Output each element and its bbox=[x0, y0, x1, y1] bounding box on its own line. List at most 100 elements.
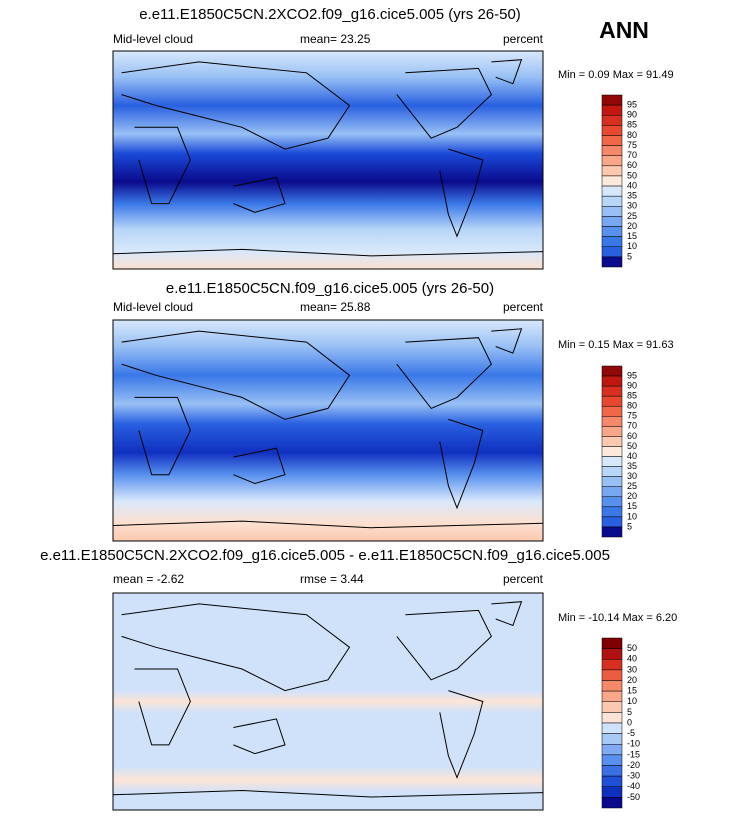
colorbar-box bbox=[601, 216, 623, 227]
colorbar-box bbox=[601, 712, 623, 724]
colorbar-label: 10 bbox=[627, 511, 637, 521]
colorbar-box bbox=[601, 765, 623, 777]
colorbar-box bbox=[601, 206, 623, 217]
colorbar-box bbox=[601, 744, 623, 756]
coastline bbox=[112, 789, 544, 798]
panel-left-label: mean = -2.62 bbox=[113, 572, 184, 586]
colorbar-label: 30 bbox=[627, 664, 637, 674]
colorbar-label: 85 bbox=[627, 120, 637, 130]
season-label: ANN bbox=[599, 17, 649, 43]
colorbar-label: 75 bbox=[627, 140, 637, 150]
coastline bbox=[396, 67, 493, 139]
colorbar-box bbox=[601, 648, 623, 660]
panel-left-label: Mid-level cloud bbox=[113, 300, 193, 314]
colorbar-box bbox=[601, 226, 623, 237]
coastline bbox=[121, 603, 351, 692]
colorbar-box bbox=[601, 701, 623, 713]
colorbar-box bbox=[601, 94, 623, 106]
coastline bbox=[134, 396, 191, 476]
colorbar-box bbox=[601, 246, 623, 258]
coastline bbox=[233, 718, 286, 755]
colorbar-label: 15 bbox=[627, 231, 637, 241]
coastline bbox=[491, 328, 523, 354]
colorbar-box bbox=[601, 496, 623, 508]
panel-left-label: Mid-level cloud bbox=[113, 32, 193, 46]
coastline bbox=[134, 668, 191, 746]
colorbar-label: 50 bbox=[627, 441, 637, 451]
colorbar-box bbox=[601, 185, 623, 197]
panel-units: percent bbox=[503, 32, 544, 46]
colorbar-box bbox=[601, 506, 623, 518]
colorbar-box bbox=[601, 395, 623, 407]
coastline bbox=[134, 126, 191, 205]
colorbar-box bbox=[601, 135, 623, 146]
colorbar-box bbox=[601, 385, 623, 397]
panel-center-label: mean= 23.25 bbox=[300, 32, 371, 46]
colorbar-label: 70 bbox=[627, 421, 637, 431]
colorbar-box bbox=[601, 526, 623, 538]
colorbar-label: -15 bbox=[627, 749, 640, 759]
colorbar-label: 80 bbox=[627, 401, 637, 411]
colorbar-label: 95 bbox=[627, 370, 637, 380]
min-max-label: Min = -10.14 Max = 6.20 bbox=[558, 612, 677, 624]
colorbar-box bbox=[601, 466, 623, 477]
panel-center-label: mean= 25.88 bbox=[300, 300, 371, 314]
colorbar-label: 35 bbox=[627, 461, 637, 471]
min-max-label: Min = 0.15 Max = 91.63 bbox=[558, 339, 674, 351]
colorbar-box bbox=[601, 476, 623, 487]
colorbar-label: 20 bbox=[627, 491, 637, 501]
coastline bbox=[439, 418, 484, 510]
colorbar-label: -40 bbox=[627, 781, 640, 791]
colorbar-label: 5 bbox=[627, 251, 632, 261]
panel-center-label: rmse = 3.44 bbox=[300, 572, 364, 586]
colorbar-box bbox=[601, 446, 623, 457]
coastline bbox=[491, 59, 523, 85]
colorbar-label: 80 bbox=[627, 130, 637, 140]
colorbar-label: 10 bbox=[627, 241, 637, 251]
colorbar-box bbox=[601, 516, 623, 528]
colorbar-label: -30 bbox=[627, 771, 640, 781]
colorbar-box bbox=[601, 155, 623, 167]
colorbar-box bbox=[601, 365, 623, 377]
colorbar-box bbox=[601, 722, 623, 734]
panel-title: e.e11.E1850C5CN.f09_g16.cice5.005 (yrs 2… bbox=[166, 280, 494, 297]
colorbar-box bbox=[601, 456, 623, 467]
colorbar-label: -50 bbox=[627, 792, 640, 802]
colorbar-label: -5 bbox=[627, 728, 635, 738]
colorbar-box bbox=[601, 797, 623, 809]
colorbar-box bbox=[601, 256, 623, 268]
colorbar-box bbox=[601, 486, 623, 498]
colorbar-label: 40 bbox=[627, 654, 637, 664]
coastline bbox=[439, 148, 484, 238]
colorbar-label: 5 bbox=[627, 521, 632, 531]
colorbar-label: 15 bbox=[627, 686, 637, 696]
colorbar-box bbox=[601, 436, 623, 447]
panel-units: percent bbox=[503, 300, 544, 314]
colorbar-box bbox=[601, 114, 623, 126]
coastline bbox=[112, 248, 544, 257]
colorbar-label: -10 bbox=[627, 739, 640, 749]
colorbar-label: 15 bbox=[627, 501, 637, 511]
colorbar-label: 50 bbox=[627, 170, 637, 180]
colorbar-label: 20 bbox=[627, 221, 637, 231]
min-max-label: Min = 0.09 Max = 91.49 bbox=[558, 69, 674, 81]
colorbar-label: 85 bbox=[627, 391, 637, 401]
colorbar-label: 25 bbox=[627, 481, 637, 491]
map bbox=[112, 50, 544, 270]
colorbar-label: 90 bbox=[627, 380, 637, 390]
colorbar-box bbox=[601, 195, 623, 207]
colorbar-label: 25 bbox=[627, 211, 637, 221]
colorbar-box bbox=[601, 165, 623, 177]
colorbar-box bbox=[601, 680, 623, 692]
coastline bbox=[233, 176, 286, 213]
colorbar-box bbox=[601, 426, 623, 437]
colorbar-box bbox=[601, 416, 623, 427]
colorbar-label: 70 bbox=[627, 150, 637, 160]
colorbar-box bbox=[601, 145, 623, 156]
colorbar-label: 50 bbox=[627, 643, 637, 653]
colorbar-box bbox=[601, 659, 623, 671]
colorbar-box bbox=[601, 690, 623, 702]
colorbar-box bbox=[601, 104, 623, 116]
colorbar-label: 5 bbox=[627, 707, 632, 717]
